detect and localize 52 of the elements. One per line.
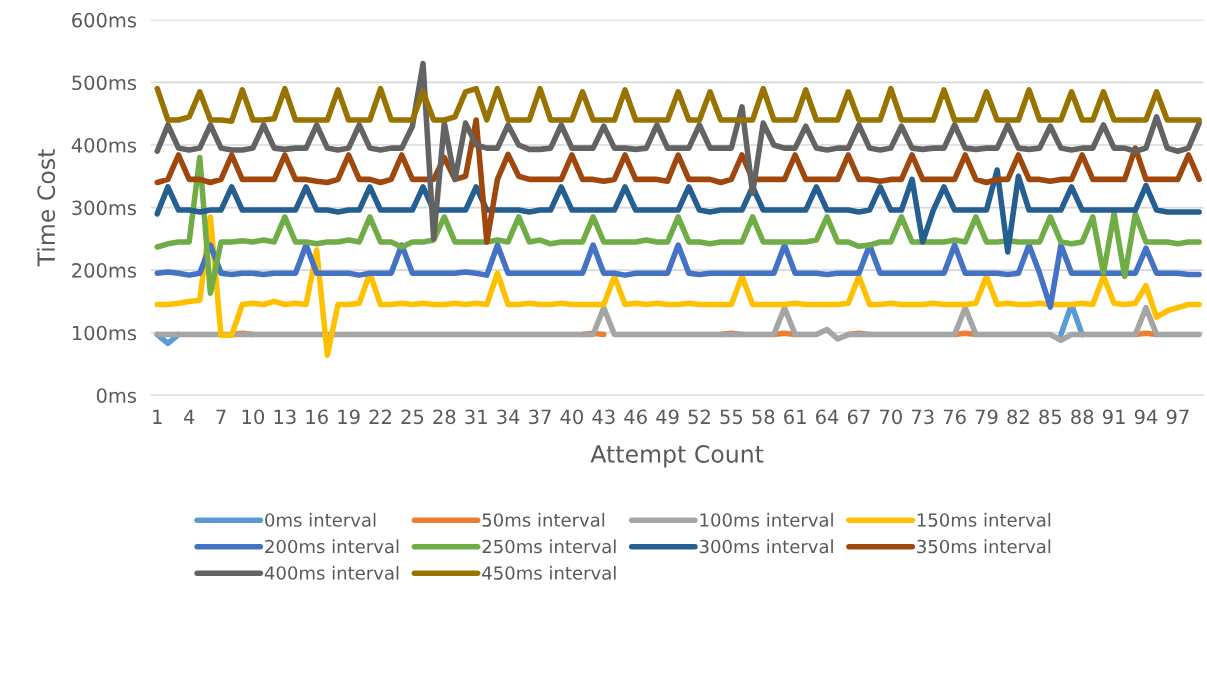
- x-tick-label: 85: [1039, 409, 1061, 425]
- y-tick-label: 500ms: [72, 75, 137, 91]
- x-tick-label: 22: [369, 409, 391, 424]
- x-tick-label: 7: [216, 409, 226, 424]
- x-tick-label: 79: [975, 409, 998, 425]
- legend-label: 350ms interval: [917, 539, 1051, 554]
- legend-label: 50ms interval: [482, 512, 605, 527]
- x-tick-label: 67: [847, 409, 870, 425]
- legend-label: 200ms interval: [265, 539, 399, 554]
- x-tick-label: 82: [1007, 409, 1029, 425]
- x-tick-label: 49: [656, 409, 679, 425]
- y-tick-label: 200ms: [72, 263, 137, 278]
- x-tick-label: 4: [183, 409, 195, 424]
- y-tick-label: 400ms: [71, 137, 137, 153]
- x-tick-label: 34: [497, 409, 520, 425]
- y-tick-label: 600ms: [72, 12, 137, 28]
- x-tick-label: 19: [338, 409, 360, 425]
- x-tick-label: 16: [306, 409, 328, 425]
- x-tick-label: 28: [433, 409, 456, 425]
- y-axis-title: Time Cost: [36, 149, 56, 267]
- x-tick-label: 55: [720, 409, 743, 425]
- x-tick-label: 73: [911, 409, 934, 425]
- legend-label: 400ms interval: [264, 565, 399, 580]
- x-tick-label: 52: [688, 409, 710, 425]
- x-tick-label: 31: [465, 409, 487, 425]
- legend-label: 100ms interval: [700, 512, 833, 527]
- legend-label: 250ms interval: [482, 539, 616, 554]
- x-tick-label: 40: [560, 409, 583, 425]
- x-tick-label: 10: [242, 409, 265, 425]
- x-tick-label: 88: [1071, 409, 1094, 425]
- x-tick-label: 58: [752, 409, 775, 425]
- legend-label: 0ms interval: [265, 512, 376, 527]
- x-tick-label: 70: [880, 409, 902, 425]
- x-tick-label: 37: [529, 409, 551, 425]
- legend-label: 450ms interval: [482, 565, 616, 580]
- x-tick-label: 13: [274, 409, 296, 425]
- x-tick-label: 46: [624, 409, 647, 425]
- x-tick-label: 61: [784, 409, 806, 425]
- x-tick-label: 76: [943, 409, 966, 425]
- y-tick-label: 0ms: [96, 388, 137, 403]
- x-tick-label: 91: [1102, 409, 1125, 425]
- y-tick-label: 300ms: [72, 200, 137, 216]
- x-axis-title: Attempt Count: [590, 445, 764, 468]
- x-tick-label: 64: [816, 409, 839, 425]
- x-tick-label: 43: [592, 409, 615, 425]
- x-tick-label: 97: [1166, 409, 1189, 425]
- x-tick-label: 25: [401, 409, 424, 425]
- legend-label: 150ms interval: [917, 512, 1051, 527]
- x-tick-label: 1: [153, 409, 162, 424]
- x-tick-label: 94: [1134, 409, 1158, 425]
- legend-label: 300ms interval: [699, 539, 833, 554]
- y-tick-label: 100ms: [72, 325, 137, 341]
